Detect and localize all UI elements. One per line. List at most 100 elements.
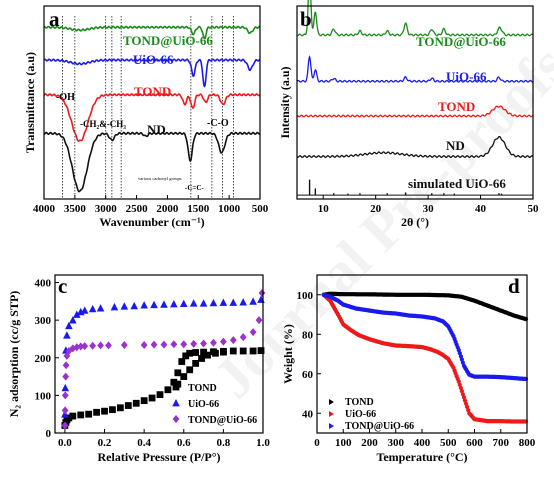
data-point — [460, 360, 465, 365]
y-tick-label: 40 — [302, 408, 314, 420]
legend-marker — [329, 423, 334, 429]
data-point — [61, 391, 69, 400]
data-point — [150, 300, 158, 309]
data-point — [96, 304, 105, 312]
data-point — [229, 298, 238, 306]
data-point — [80, 306, 89, 314]
x-tick-label: 0.0 — [58, 437, 72, 449]
data-point — [249, 328, 257, 337]
x-tick-label: 600 — [466, 437, 483, 449]
data-point — [180, 373, 188, 380]
data-point — [77, 342, 85, 351]
legend-label: TOND — [345, 397, 374, 408]
plot-frame — [54, 274, 264, 434]
annotation-cc: -C=C- — [185, 184, 204, 192]
y-tick-label: 200 — [35, 353, 52, 365]
legend-label: UiO-66 — [345, 409, 376, 420]
data-point — [462, 398, 468, 403]
x-tick-label: 3000 — [95, 203, 118, 215]
x-tick-label: 300 — [388, 437, 405, 449]
series-line — [296, 0, 534, 37]
x-tick-label: 0.2 — [98, 437, 112, 449]
panel-letter: b — [300, 7, 312, 31]
data-point — [257, 347, 265, 355]
data-point — [72, 310, 81, 318]
data-point — [73, 343, 81, 352]
legend-label: TOND@UiO-66 — [188, 415, 257, 426]
data-point — [160, 340, 168, 349]
data-point — [170, 378, 178, 386]
panel-letter: a — [49, 7, 60, 31]
data-point — [172, 383, 180, 391]
data-point — [140, 340, 148, 349]
data-point — [461, 395, 467, 400]
series-line — [43, 93, 261, 142]
annotation-ch: -CH₂&-CH₃ — [80, 119, 126, 129]
series-curve — [321, 292, 529, 424]
data-point — [62, 361, 70, 370]
data-point — [186, 349, 194, 357]
data-point — [219, 337, 227, 346]
legend-label: TOND@UiO-66 — [345, 421, 414, 432]
data-point — [229, 347, 237, 355]
data-point — [110, 302, 119, 311]
panel-letter: c — [58, 274, 67, 298]
x-tick-label: 2000 — [156, 203, 179, 215]
legend-marker — [329, 399, 334, 405]
data-point — [69, 316, 77, 324]
x-axis-label: Wavenumber (cm⁻¹) — [99, 215, 204, 229]
y-tick-label: 100 — [35, 390, 52, 402]
x-tick-label: 1.0 — [256, 437, 270, 449]
data-point — [190, 339, 198, 348]
panel-b: TOND@UiO-66 UiO-66 TOND ND simulated UiO-66 1… — [278, 0, 539, 229]
y-tick-label: 80 — [302, 329, 314, 341]
x-tick-label: 30 — [423, 203, 435, 215]
data-point — [204, 351, 211, 359]
series-label: ND — [147, 122, 166, 137]
x-tick-label: 2500 — [126, 203, 149, 215]
data-point — [200, 339, 207, 348]
series-label: UiO-66 — [446, 69, 487, 84]
x-tick-label: 100 — [335, 437, 352, 449]
data-point — [120, 340, 128, 349]
plot-frame — [296, 5, 534, 200]
data-point — [209, 298, 218, 307]
data-point — [140, 397, 148, 405]
data-point — [170, 340, 178, 349]
y-tick-label: 0 — [46, 428, 52, 440]
annotation-oh: -OH — [56, 92, 75, 103]
x-tick-label: 40 — [475, 203, 487, 215]
data-point — [101, 407, 108, 415]
data-point — [77, 411, 85, 419]
data-point — [140, 301, 148, 309]
data-point — [457, 382, 462, 387]
data-point — [85, 410, 93, 418]
data-point — [160, 300, 168, 308]
y-axis-label: Transmittance (a.u) — [23, 52, 37, 153]
series-line — [43, 131, 261, 193]
data-point — [198, 355, 205, 362]
data-point — [200, 348, 207, 356]
data-point — [150, 340, 158, 349]
x-tick-label: 4000 — [33, 203, 56, 215]
annotation-co: -C-O — [207, 118, 229, 129]
series-line — [44, 25, 261, 40]
series-line — [296, 105, 534, 118]
data-point — [179, 299, 188, 307]
data-point — [189, 299, 198, 307]
data-point — [61, 406, 69, 415]
data-point — [192, 349, 200, 356]
data-point — [239, 347, 247, 355]
data-point — [249, 297, 257, 305]
x-tick-label: 0.8 — [217, 437, 231, 449]
series-label: TOND@UiO-66 — [123, 33, 213, 48]
y-tick-label: 60 — [302, 369, 314, 381]
panel-a: TOND@UiO-66 UiO-66 TOND ND -OH -CH₂&-CH₃ -C-O v… — [23, 5, 269, 229]
data-point — [186, 366, 194, 374]
data-point — [61, 383, 70, 392]
x-tick-label: 200 — [361, 437, 378, 449]
data-point — [174, 369, 182, 377]
data-point — [180, 340, 188, 349]
